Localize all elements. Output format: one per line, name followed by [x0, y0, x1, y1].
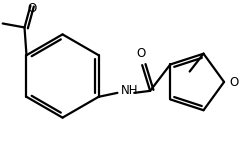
- Text: O: O: [229, 76, 238, 89]
- Text: O: O: [137, 47, 146, 60]
- Text: NH: NH: [120, 84, 138, 97]
- Text: O: O: [28, 2, 37, 15]
